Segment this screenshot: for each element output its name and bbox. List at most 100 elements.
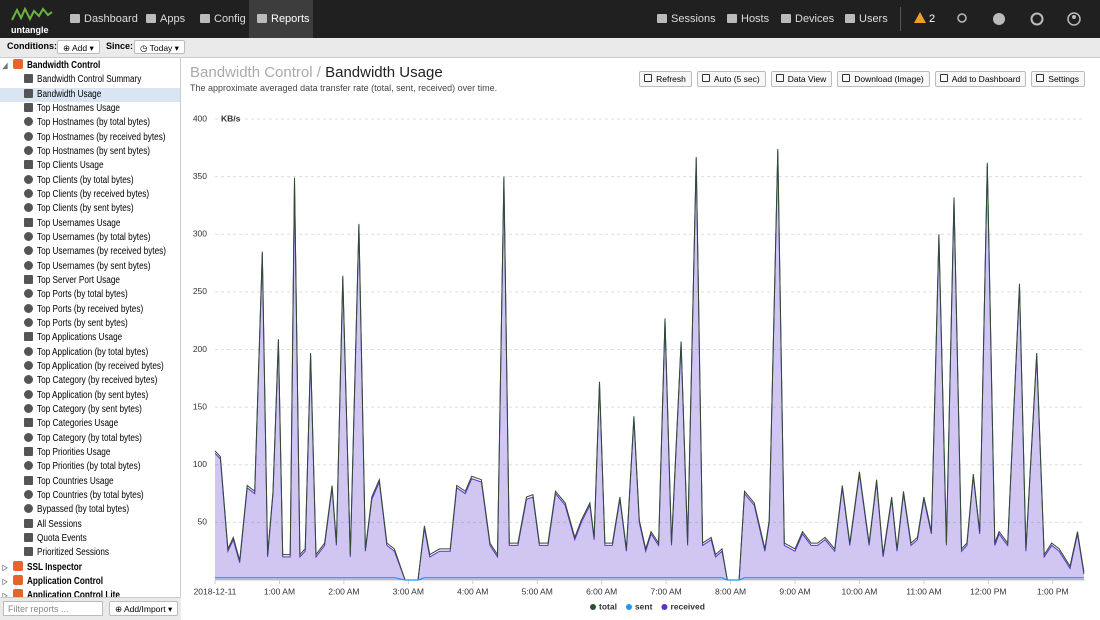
tree-group[interactable]: ▷ SSL Inspector [0,560,180,575]
add-import-button[interactable]: ⊕ Add/Import ▾ [109,601,179,616]
button-label: Auto (5 sec) [713,74,760,84]
item-icon [24,231,33,241]
report-item[interactable]: Top Application (by total bytes) [0,346,180,360]
report-item[interactable]: Bandwidth Usage [0,87,180,102]
report-item[interactable]: Top Category (by total bytes) [0,432,180,446]
report-item[interactable]: Bypassed (by total bytes) [0,503,180,517]
nav-item[interactable]: Hosts [727,0,769,38]
report-item[interactable]: Top Server Port Usage [0,274,180,288]
report-description: The approximate averaged data transfer r… [190,83,498,93]
report-item[interactable]: Top Category (by received bytes) [0,374,180,388]
add-button[interactable]: ⊕ Add ▾ [57,40,100,54]
report-item[interactable]: Top Usernames Usage [0,217,180,231]
report-button[interactable]: Settings [1031,71,1085,87]
x-tick-label: 3:00 AM [393,586,424,596]
nav-item[interactable]: Users [845,0,888,38]
x-tick-label: 10:00 AM [841,586,877,596]
item-icon [24,375,33,385]
item-label: Top Countries Usage [37,475,114,487]
nav-item[interactable]: Config [200,0,246,38]
report-item[interactable]: Top Ports (by sent bytes) [0,317,180,331]
report-item[interactable]: Quota Events [0,532,180,546]
report-item[interactable]: Top Usernames (by total bytes) [0,231,180,245]
report-item[interactable]: Top Category (by sent bytes) [0,403,180,417]
report-button[interactable]: Add to Dashboard [934,71,1027,87]
report-item[interactable]: Top Categories Usage [0,417,180,431]
report-button[interactable]: Data View [770,71,833,87]
item-label: Top Hostnames Usage [37,102,120,114]
legend-dot [625,604,632,610]
item-label: Top Ports (by total bytes) [37,289,128,301]
report-item[interactable]: Bandwidth Control Summary [0,73,180,87]
button-icon [644,74,653,82]
nav-item[interactable]: Sessions [657,0,716,38]
item-icon [24,418,33,428]
button-label: Settings [1048,74,1079,84]
report-item[interactable]: Top Applications Usage [0,331,180,345]
nav-icon [657,14,667,23]
nav-item[interactable]: Dashboard [70,0,138,38]
report-item[interactable]: Top Usernames (by received bytes) [0,245,180,259]
item-icon [24,74,33,84]
item-label: All Sessions [37,518,82,530]
report-item[interactable]: Top Countries (by total bytes) [0,489,180,503]
x-tick-label: 7:00 AM [651,586,682,596]
legend-dot [590,604,596,610]
add-text: Add [72,43,88,53]
report-item[interactable]: Top Hostnames (by sent bytes) [0,145,180,159]
item-icon [24,532,33,542]
item-icon [24,217,33,227]
tree-icon [13,59,23,69]
alerts[interactable]: 2 [914,0,935,38]
item-icon [24,303,33,313]
top-nav: untangle Dashboard Apps Config Reports Sessi… [0,0,1100,38]
report-item[interactable]: Top Hostnames (by received bytes) [0,131,180,145]
nav-icon [257,14,267,23]
item-label: Top Ports (by received bytes) [37,303,144,315]
logo-mark [11,6,53,22]
y-tick-label: 150 [193,401,207,411]
button-icon [775,74,784,82]
report-title: Bandwidth Usage [325,64,443,81]
filter-input[interactable]: Filter reports ... [3,601,103,616]
report-item[interactable]: Top Countries Usage [0,475,180,489]
nav-item[interactable]: Devices [781,0,834,38]
report-item[interactable]: All Sessions [0,518,180,532]
nav-icon [845,14,855,23]
report-item[interactable]: Top Clients (by total bytes) [0,174,180,188]
report-item[interactable]: Top Clients (by received bytes) [0,188,180,202]
since-button[interactable]: ◷ Today ▾ [134,40,185,54]
tree-group[interactable]: ▷ Application Control Lite [0,589,180,597]
button-label: Add to Dashboard [951,74,1021,84]
report-item[interactable]: Top Priorities (by total bytes) [0,460,180,474]
item-icon [24,289,33,299]
report-button[interactable]: Download (Image) [837,71,930,87]
tree-group[interactable]: ◢ Bandwidth Control [0,59,180,73]
report-item[interactable]: Prioritized Sessions [0,546,180,560]
report-button[interactable]: Refresh [639,71,692,87]
report-button[interactable]: Auto (5 sec) [696,71,766,87]
nav-icon [146,14,156,23]
report-item[interactable]: Top Application (by sent bytes) [0,389,180,403]
item-icon [24,446,33,456]
report-item[interactable]: Top Clients (by sent bytes) [0,202,180,216]
nav-label: Users [859,13,888,25]
report-item[interactable]: Top Priorities Usage [0,446,180,460]
today-text: Today [149,43,173,53]
nav-item[interactable]: Reports [249,0,313,38]
group-label: Application Control [27,575,104,587]
report-item[interactable]: Top Usernames (by sent bytes) [0,260,180,274]
report-item[interactable]: Top Application (by received bytes) [0,360,180,374]
nav-item[interactable]: Apps [146,0,185,38]
group-label: Bandwidth Control [27,60,101,71]
report-item[interactable]: Top Hostnames (by total bytes) [0,116,180,130]
add-import-text: Add/Import [124,604,166,614]
tree-group[interactable]: ▷ Application Control [0,574,180,589]
button-label: Download (Image) [854,74,924,84]
report-item[interactable]: Top Ports (by total bytes) [0,288,180,302]
series-line [214,148,1085,581]
report-item[interactable]: Top Hostnames Usage [0,102,180,116]
report-item[interactable]: Top Ports (by received bytes) [0,303,180,317]
report-item[interactable]: Top Clients Usage [0,159,180,173]
button-icon [939,74,948,82]
